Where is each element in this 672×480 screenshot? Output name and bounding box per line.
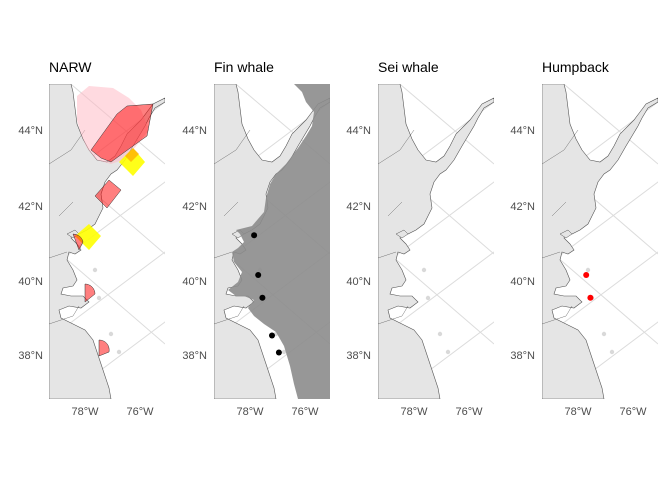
land-coastline [378, 84, 494, 399]
habitat-area [228, 84, 330, 399]
y-tick-label: 40°N [18, 276, 43, 288]
offshore-marker [421, 267, 427, 273]
state-border [49, 305, 80, 325]
y-tick-label: 44°N [346, 125, 371, 137]
sighting-point [259, 294, 266, 301]
x-tick-label: 78°W [400, 406, 428, 418]
x-tick-label: 76°W [126, 406, 154, 418]
graticule-line [49, 243, 165, 345]
state-border [542, 251, 561, 259]
y-tick-label: 40°N [346, 276, 371, 288]
y-tick-label: 38°N [510, 350, 535, 362]
state-border [58, 201, 74, 217]
x-tick-label: 78°W [236, 406, 264, 418]
sighting-point [269, 332, 275, 339]
panel-title: NARW [49, 59, 92, 75]
sighting-point [583, 272, 590, 278]
island [559, 229, 573, 239]
state-border [214, 129, 251, 165]
offshore-marker [445, 349, 451, 355]
offshore-marker [437, 331, 443, 337]
offshore-marker [425, 295, 431, 301]
panel-title: Fin whale [214, 59, 274, 75]
offshore-marker [108, 331, 114, 337]
graticule-line [378, 243, 494, 345]
state-border [214, 251, 233, 259]
sighting-point [275, 349, 282, 356]
y-tick-label: 38°N [346, 350, 371, 362]
graticule-line [399, 84, 494, 165]
y-tick-label: 44°N [18, 125, 43, 137]
sighting-point [251, 232, 258, 239]
y-tick-label: 38°N [18, 350, 43, 362]
habitat-area [119, 148, 145, 176]
habitat-area [84, 283, 96, 303]
habitat-area [125, 148, 139, 162]
y-axis-labels: 44°N 42°N 40°N 38°N 44°N 42°N 40°N 38°N … [18, 125, 535, 362]
state-border [542, 305, 573, 325]
habitat-area [72, 233, 84, 251]
y-tick-label: 42°N [510, 201, 535, 213]
y-tick-label: 38°N [182, 350, 207, 362]
y-tick-label: 40°N [510, 276, 535, 288]
habitat-area [90, 103, 154, 163]
panel-narw: NARW [49, 59, 165, 399]
habitat-area [98, 339, 110, 357]
state-border [378, 305, 409, 325]
state-border [223, 201, 239, 217]
state-border [387, 201, 403, 217]
map-frame [378, 84, 494, 399]
map-frame [49, 84, 165, 399]
state-border [551, 201, 567, 217]
land-coastline [542, 84, 658, 399]
map-frame [214, 84, 330, 399]
graticule-line [61, 321, 165, 399]
state-border [542, 129, 579, 165]
offshore-marker [92, 267, 98, 273]
graticule-line [390, 321, 494, 399]
state-border [49, 129, 86, 165]
y-tick-label: 44°N [182, 125, 207, 137]
y-tick-label: 42°N [18, 201, 43, 213]
x-tick-label: 76°W [291, 406, 319, 418]
panel-fin-whale: Fin whale [214, 59, 330, 399]
offshore-marker [281, 349, 287, 355]
habitat-area [75, 224, 101, 250]
graticule-line [542, 243, 658, 345]
x-axis-labels: 78°W 76°W 78°W 76°W 78°W 76°W 78°W 76°W [71, 406, 647, 418]
offshore-marker [609, 349, 615, 355]
x-tick-label: 76°W [619, 406, 647, 418]
sighting-point [587, 294, 594, 301]
y-tick-label: 42°N [346, 201, 371, 213]
state-border [214, 305, 245, 325]
state-border [378, 129, 415, 165]
offshore-marker [96, 295, 102, 301]
offshore-marker [601, 331, 607, 337]
y-tick-label: 44°N [510, 125, 535, 137]
x-tick-label: 76°W [455, 406, 483, 418]
state-border [49, 251, 68, 259]
graticule-line [554, 321, 658, 399]
panel-title: Humpback [542, 59, 610, 75]
offshore-marker [116, 349, 122, 355]
x-tick-label: 78°W [71, 406, 99, 418]
panel-sei-whale: Sei whale [378, 59, 494, 399]
panel-humpback: Humpback [542, 59, 658, 399]
x-tick-label: 78°W [564, 406, 592, 418]
graticule-line [563, 84, 658, 165]
map-frame [542, 84, 658, 399]
offshore-marker [585, 267, 591, 273]
sighting-point [255, 272, 262, 278]
habitat-area [94, 179, 122, 209]
y-tick-label: 40°N [182, 276, 207, 288]
y-tick-label: 42°N [182, 201, 207, 213]
island [395, 229, 409, 239]
state-border [378, 251, 397, 259]
panel-title: Sei whale [378, 59, 439, 75]
